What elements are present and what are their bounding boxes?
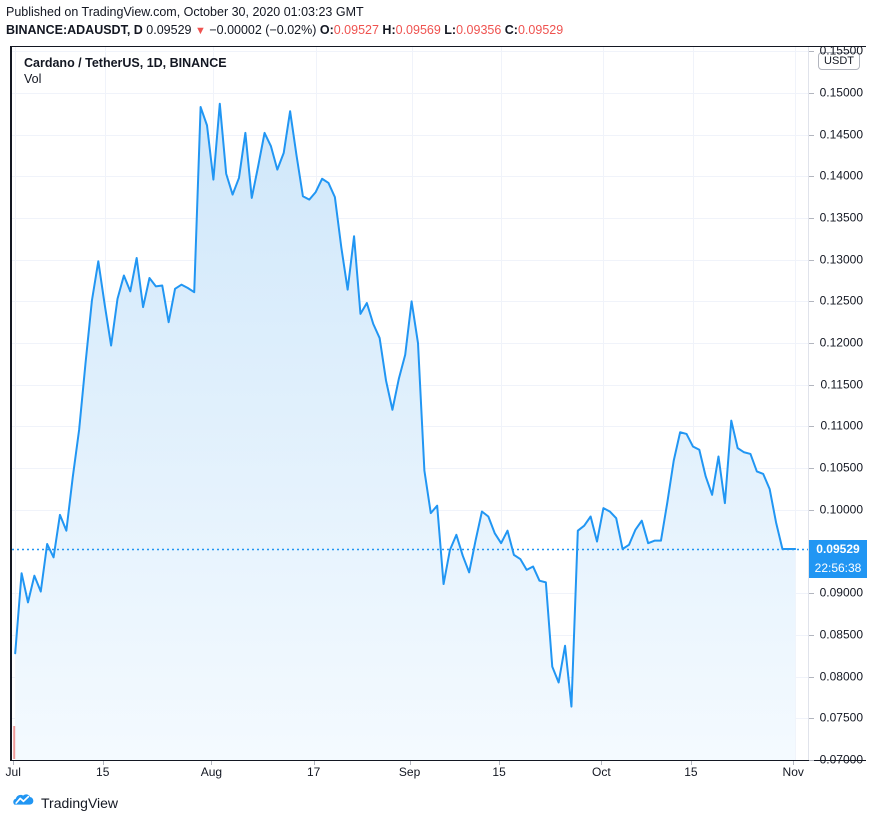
- price-axis-tick: [809, 426, 814, 427]
- time-axis-label: Nov: [782, 765, 804, 779]
- quote-symbol: BINANCE:ADAUSDT, D: [6, 23, 143, 37]
- time-axis-label: Sep: [398, 765, 421, 779]
- price-axis-label: 0.14500: [819, 127, 863, 142]
- price-axis-tick: [809, 385, 814, 386]
- time-axis-tick: [13, 761, 14, 765]
- quote-summary-line: BINANCE:ADAUSDT, D 0.09529 ▼ −0.00002 (−…: [6, 22, 876, 40]
- time-axis-tick: [691, 761, 692, 765]
- open-value: 0.09527: [333, 23, 379, 37]
- time-axis-tick: [601, 761, 602, 765]
- price-axis-tick: [809, 510, 814, 511]
- chart-frame: Cardano / TetherUS, 1D, BINANCE Vol USDT…: [10, 43, 867, 766]
- time-axis-tick: [211, 761, 212, 765]
- low-value: 0.09356: [456, 23, 502, 37]
- price-axis-label: 0.07500: [819, 710, 863, 725]
- price-axis-label: 0.10500: [819, 460, 863, 475]
- time-axis-tick: [793, 761, 794, 765]
- close-label: C:: [504, 23, 518, 37]
- price-axis[interactable]: USDT 0.15500 0.15000 0.14500 0.14000 0.13500…: [808, 43, 867, 766]
- time-axis-label: 15: [684, 765, 698, 779]
- time-axis-label: Oct: [592, 765, 611, 779]
- footer: TradingView: [12, 791, 118, 814]
- price-axis-label: 0.12000: [819, 335, 863, 350]
- price-axis-label: 0.08000: [819, 669, 863, 684]
- price-axis-label: 0.10000: [819, 502, 863, 517]
- price-axis-tick: [809, 93, 814, 94]
- time-axis-tick: [103, 761, 104, 765]
- price-axis-tick: [809, 635, 814, 636]
- price-axis-tick: [809, 135, 814, 136]
- price-axis-tick: [809, 468, 814, 469]
- price-axis-label: 0.13000: [819, 252, 863, 267]
- price-axis-label: 0.11000: [820, 418, 864, 433]
- time-axis-tick: [499, 761, 500, 765]
- price-axis-tick: [809, 760, 814, 761]
- price-axis-label: 0.13500: [819, 210, 863, 225]
- close-value: 0.09529: [517, 23, 564, 37]
- footer-brand-label: TradingView: [41, 794, 119, 811]
- bar-countdown-badge[interactable]: 22:56:38: [809, 558, 867, 578]
- time-axis-tick: [314, 761, 315, 765]
- low-label: L:: [444, 23, 457, 37]
- price-axis-tick: [809, 51, 814, 52]
- price-axis-label: 0.15500: [819, 43, 863, 58]
- currency-badge[interactable]: USDT: [818, 52, 860, 70]
- published-header: Published on TradingView.com, October 30…: [0, 0, 876, 40]
- price-axis-label: 0.14000: [819, 168, 863, 183]
- time-axis-label: 17: [307, 765, 321, 779]
- price-axis-label: 0.12500: [819, 293, 863, 308]
- price-axis-label: 0.08500: [819, 627, 863, 642]
- time-axis-label: 15: [492, 765, 506, 779]
- open-label: O:: [319, 23, 334, 37]
- price-axis-label: 0.09000: [819, 585, 863, 600]
- price-down-arrow-icon: ▼: [194, 25, 206, 37]
- price-axis-label: 0.15000: [819, 85, 863, 100]
- time-axis-label: Jul: [5, 765, 21, 779]
- published-timestamp: Published on TradingView.com, October 30…: [6, 5, 364, 19]
- high-label: H:: [382, 23, 396, 37]
- price-axis-tick: [809, 176, 814, 177]
- current-price-badge[interactable]: 0.09529: [809, 539, 867, 559]
- price-axis-label: 0.11500: [820, 377, 864, 392]
- price-axis-tick: [809, 343, 814, 344]
- time-axis[interactable]: Jul 15 Aug 17 Sep 15 Oct 15 Nov: [6, 761, 866, 785]
- chart-plot-area[interactable]: Cardano / TetherUS, 1D, BINANCE Vol: [12, 47, 808, 760]
- current-price-line: [12, 548, 808, 551]
- tradingview-logo-icon: [12, 791, 34, 814]
- price-axis-tick: [809, 218, 814, 219]
- price-axis-tick: [809, 593, 814, 594]
- quote-change: −0.00002 (−0.02%): [209, 23, 317, 37]
- price-area-series: [14, 102, 797, 760]
- price-axis-tick: [809, 718, 814, 719]
- price-axis-tick: [809, 677, 814, 678]
- price-axis-tick: [809, 260, 814, 261]
- price-axis-tick: [809, 301, 814, 302]
- price-axis-label: 0.07000: [819, 752, 863, 767]
- time-axis-label: 15: [96, 765, 110, 779]
- high-value: 0.09569: [395, 23, 441, 37]
- time-axis-tick: [410, 761, 411, 765]
- quote-last-price: 0.09529: [146, 23, 192, 37]
- time-axis-label: Aug: [200, 765, 223, 779]
